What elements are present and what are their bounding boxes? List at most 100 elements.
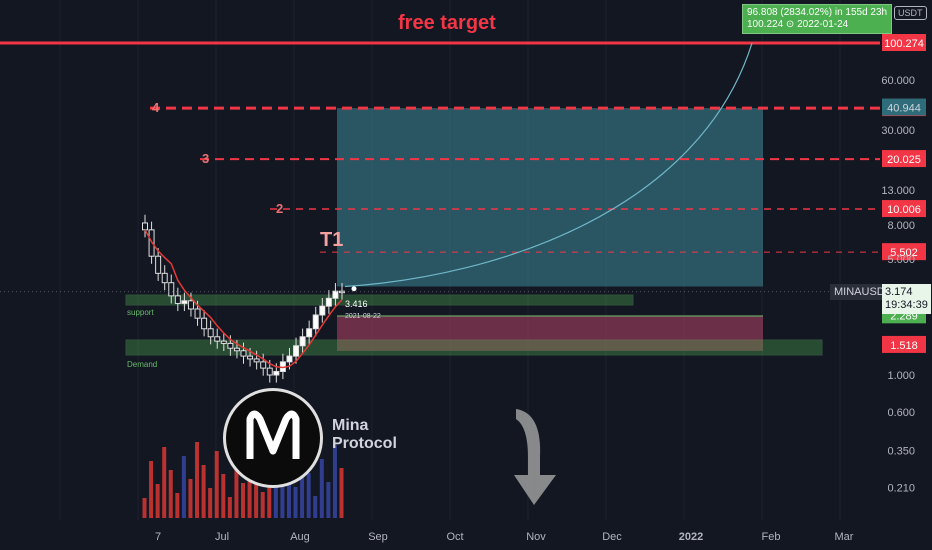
x-tick-label: Oct	[446, 531, 463, 543]
candle-body	[161, 272, 168, 284]
entry-date: 2021-08-22	[345, 313, 381, 320]
projection-target-date: 100.224 ⊙ 2022-01-24	[747, 19, 849, 30]
y-tick-label: 8.000	[887, 220, 915, 232]
current-price-dot	[351, 286, 357, 292]
target-level-label: 3	[202, 151, 209, 166]
level-price-text: 40.944	[887, 103, 921, 115]
projection-label: 96.808 (2834.02%) in 155d 23h 100.224 ⊙ …	[742, 4, 893, 34]
volume-bar	[188, 479, 193, 518]
mina-logo	[223, 388, 323, 488]
y-tick-label: 0.210	[887, 482, 915, 494]
candle-body	[332, 290, 339, 299]
support-label: support	[127, 308, 154, 317]
brand-name-line1: Mina	[332, 417, 369, 434]
volume-bar	[155, 484, 160, 518]
target-level-label: 4	[152, 100, 160, 115]
candle-body	[273, 370, 280, 376]
volume-bar	[293, 487, 298, 518]
bar-countdown: 19:34:39	[885, 299, 928, 311]
x-tick-label: Sep	[368, 531, 388, 543]
target-level-label: 2	[276, 201, 283, 216]
y-tick-label: 5.000	[887, 254, 915, 266]
candle-body	[168, 282, 175, 297]
candle-body	[312, 314, 319, 330]
candles	[0, 214, 880, 383]
target-level-label: T1	[320, 229, 343, 251]
x-tick-label: 7	[155, 531, 161, 543]
x-tick-label: Dec	[602, 531, 622, 543]
y-tick-label: 1.000	[887, 370, 915, 382]
support-zone	[125, 294, 634, 306]
volume-bar	[208, 488, 213, 518]
candle-body	[240, 350, 247, 357]
target-price-badge	[882, 34, 926, 51]
target-price-badge	[882, 243, 926, 261]
candle-body	[227, 342, 234, 349]
volume-bar	[175, 493, 180, 518]
x-tick-label: Nov	[526, 531, 546, 543]
candle-body	[207, 328, 214, 338]
last-price-box: 3.174 19:34:39	[882, 284, 931, 314]
volume-bar	[227, 497, 232, 518]
candle-body	[201, 317, 208, 330]
target-price-badge	[882, 150, 926, 168]
volume-bar	[319, 459, 324, 518]
x-tick-label: 2022	[679, 531, 703, 543]
volume-bar	[168, 470, 173, 518]
candle-body	[181, 300, 188, 304]
brand-name: Mina Protocol	[332, 417, 397, 453]
demand-label: Demand	[127, 360, 157, 369]
down-arrow-icon	[512, 405, 562, 514]
candle-body	[247, 355, 254, 360]
x-tick-label: Feb	[762, 531, 781, 543]
candle-body	[233, 347, 240, 352]
candle-body	[306, 328, 313, 338]
candle-body	[220, 340, 227, 344]
candle-body	[299, 336, 306, 347]
entry-price: 3.416	[345, 299, 368, 309]
level-price-badge	[882, 98, 926, 116]
x-tick-label: Aug	[290, 531, 310, 543]
candle-body	[155, 255, 162, 274]
target-price-badge	[882, 200, 926, 218]
ticker-symbol[interactable]: MINAUSDT	[830, 284, 896, 300]
candle-body	[187, 300, 194, 310]
x-axis: 7 Jul Aug Sep Oct Nov Dec 2022 Feb Mar	[155, 531, 854, 543]
y-tick-label: 60.000	[881, 75, 915, 87]
candle-body	[293, 345, 300, 357]
brand-name-line2: Protocol	[332, 435, 397, 452]
chart-zones: support Demand	[125, 108, 823, 369]
candle-body	[174, 295, 181, 304]
x-tick-label: Mar	[835, 531, 854, 543]
volume-bar	[195, 442, 200, 518]
x-tick-label: Jul	[215, 531, 229, 543]
candle-body	[319, 305, 326, 316]
candle-body	[194, 308, 201, 319]
quote-currency-badge[interactable]: USDT	[894, 6, 927, 20]
profit-zone	[337, 108, 763, 287]
volume-bar	[286, 464, 291, 518]
volume-bar	[181, 456, 186, 518]
target-price-text: 100.274	[884, 38, 924, 50]
volume-bar	[300, 450, 305, 518]
last-price: 3.174	[885, 286, 913, 298]
volume-bar	[162, 447, 167, 518]
target-price-text: 10.006	[887, 204, 921, 216]
candle-body	[253, 358, 260, 363]
projection-curve	[344, 42, 753, 288]
volume-bar	[142, 498, 147, 518]
chart-title: free target	[398, 12, 496, 34]
volume-bar	[201, 465, 206, 518]
volume-bar	[326, 482, 331, 518]
target-price-text: 5.502	[890, 247, 918, 259]
volume-bar	[313, 496, 318, 518]
y-tick-label: 0.350	[887, 446, 915, 458]
volume-bar	[234, 460, 239, 518]
volume-bar	[241, 483, 245, 518]
volume-bar	[149, 461, 154, 518]
candle-body	[214, 336, 221, 342]
volume-bar	[273, 478, 278, 518]
volume-bar	[254, 469, 259, 518]
volume-bar	[260, 492, 265, 518]
